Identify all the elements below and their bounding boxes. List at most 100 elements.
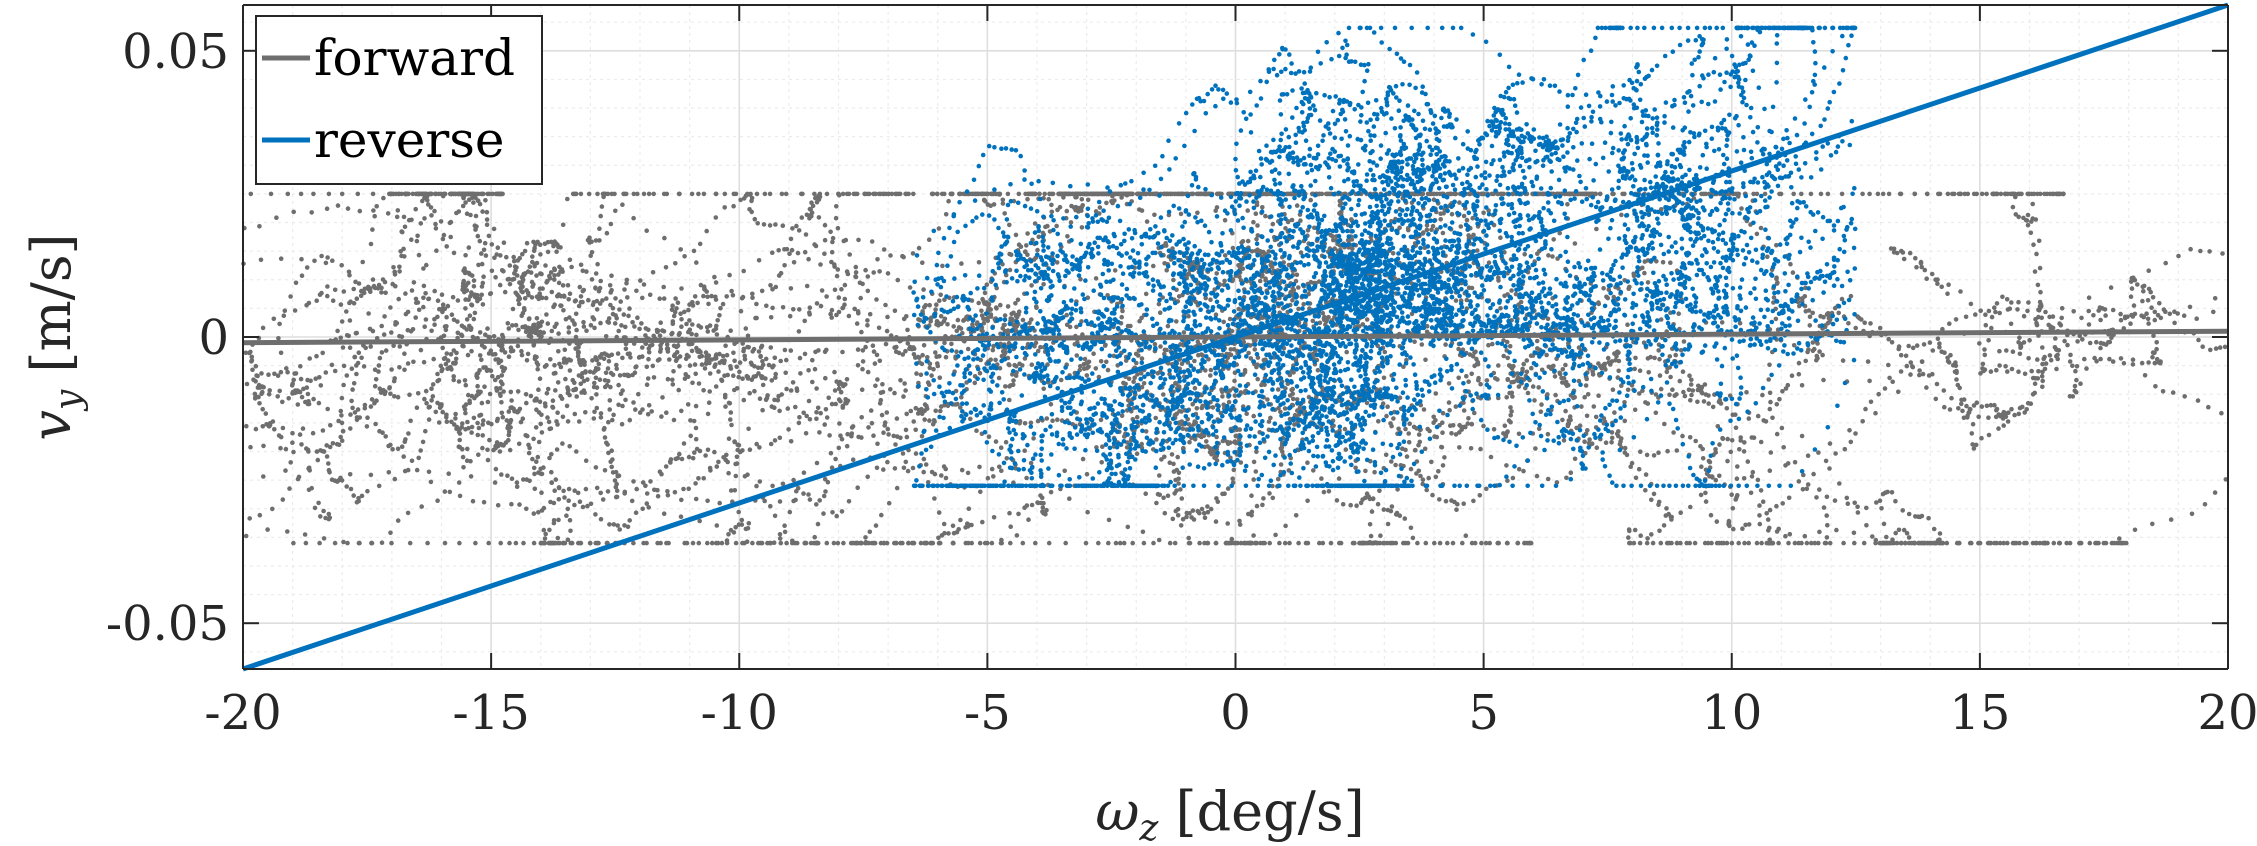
scatter-point [377, 355, 383, 361]
scatter-point [608, 459, 613, 465]
scatter-point [424, 262, 429, 268]
scatter-point [723, 343, 728, 349]
scatter-point [1898, 352, 1904, 358]
scatter-point [605, 191, 611, 197]
scatter-point [1449, 211, 1455, 217]
scatter-point [699, 362, 705, 367]
scatter-point [416, 252, 422, 258]
scatter-point [706, 400, 712, 406]
scatter-point [2098, 340, 2104, 346]
scatter-point [1303, 540, 1309, 546]
scatter-point [833, 456, 838, 462]
scatter-point [481, 247, 487, 253]
scatter-point [1423, 540, 1429, 546]
scatter-point [247, 516, 252, 521]
scatter-point [1232, 439, 1237, 445]
scatter-point [713, 215, 719, 220]
scatter-point [1678, 510, 1683, 515]
scatter-point [2064, 540, 2069, 546]
scatter-point [757, 479, 763, 484]
scatter-point [608, 302, 613, 308]
scatter-point [1348, 502, 1353, 508]
scatter-point [857, 280, 863, 286]
scatter-point [611, 412, 616, 418]
scatter-point [631, 215, 636, 221]
scatter-point [606, 320, 612, 325]
scatter-point [822, 476, 828, 482]
scatter-point [667, 357, 672, 362]
scatter-point [1545, 316, 1551, 322]
scatter-point [741, 196, 747, 201]
scatter-point [865, 318, 870, 323]
scatter-point [722, 392, 728, 398]
scatter-point [1725, 458, 1730, 464]
scatter-point [484, 222, 490, 227]
scatter-point [614, 481, 619, 487]
scatter-point [936, 510, 942, 515]
scatter-point [1040, 509, 1045, 515]
scatter-point [329, 362, 335, 368]
scatter-point [1787, 531, 1793, 537]
scatter-point [479, 292, 485, 298]
scatter-point [1031, 191, 1036, 197]
scatter-point [1003, 439, 1009, 445]
scatter-point [874, 352, 880, 358]
scatter-point [471, 200, 476, 205]
scatter-point [1237, 264, 1242, 270]
scatter-point [423, 291, 428, 296]
scatter-point [641, 191, 647, 197]
scatter-point [1884, 534, 1889, 540]
scatter-point [1026, 517, 1031, 522]
scatter-point [2057, 321, 2062, 326]
scatter-point [1563, 379, 1569, 385]
scatter-point [963, 525, 968, 530]
scatter-point [696, 191, 701, 197]
scatter-point [772, 397, 777, 403]
scatter-point [881, 430, 886, 436]
scatter-point [723, 404, 728, 409]
scatter-point [978, 489, 983, 495]
scatter-point [846, 499, 852, 504]
scatter-point [397, 365, 402, 370]
scatter-point [924, 403, 929, 409]
scatter-point [332, 540, 338, 546]
scatter-point [1822, 540, 1828, 546]
scatter-point [878, 191, 883, 197]
scatter-point [1277, 540, 1282, 546]
scatter-point [824, 415, 830, 420]
scatter-point [856, 434, 861, 440]
scatter-point [2016, 299, 2021, 305]
scatter-point [354, 371, 359, 377]
scatter-point [1937, 531, 1943, 536]
scatter-point [508, 389, 514, 395]
scatter-point [1156, 301, 1162, 307]
scatter-point [475, 432, 481, 438]
scatter-point [606, 450, 611, 456]
scatter-point [463, 283, 469, 289]
scatter-point [1893, 498, 1898, 504]
scatter-point [1825, 522, 1830, 528]
scatter-point [1968, 301, 1974, 307]
scatter-point [955, 401, 960, 407]
scatter-point [2094, 339, 2099, 345]
scatter-point [834, 204, 839, 209]
scatter-point [573, 311, 579, 317]
scatter-point [396, 296, 402, 302]
scatter-point [949, 341, 954, 347]
scatter-point [440, 302, 446, 308]
scatter-point [351, 381, 357, 386]
scatter-point [1774, 503, 1779, 509]
scatter-point [770, 287, 775, 292]
scatter-point [515, 389, 521, 394]
scatter-point [606, 316, 612, 321]
scatter-point [1880, 191, 1886, 197]
scatter-point [2032, 390, 2037, 396]
scatter-point [790, 226, 795, 231]
scatter-point [729, 422, 734, 428]
scatter-point [556, 517, 561, 523]
scatter-point [1301, 301, 1306, 307]
scatter-point [830, 235, 836, 241]
scatter-point [644, 491, 650, 496]
scatter-point [408, 329, 414, 334]
scatter-point [1913, 255, 1918, 261]
